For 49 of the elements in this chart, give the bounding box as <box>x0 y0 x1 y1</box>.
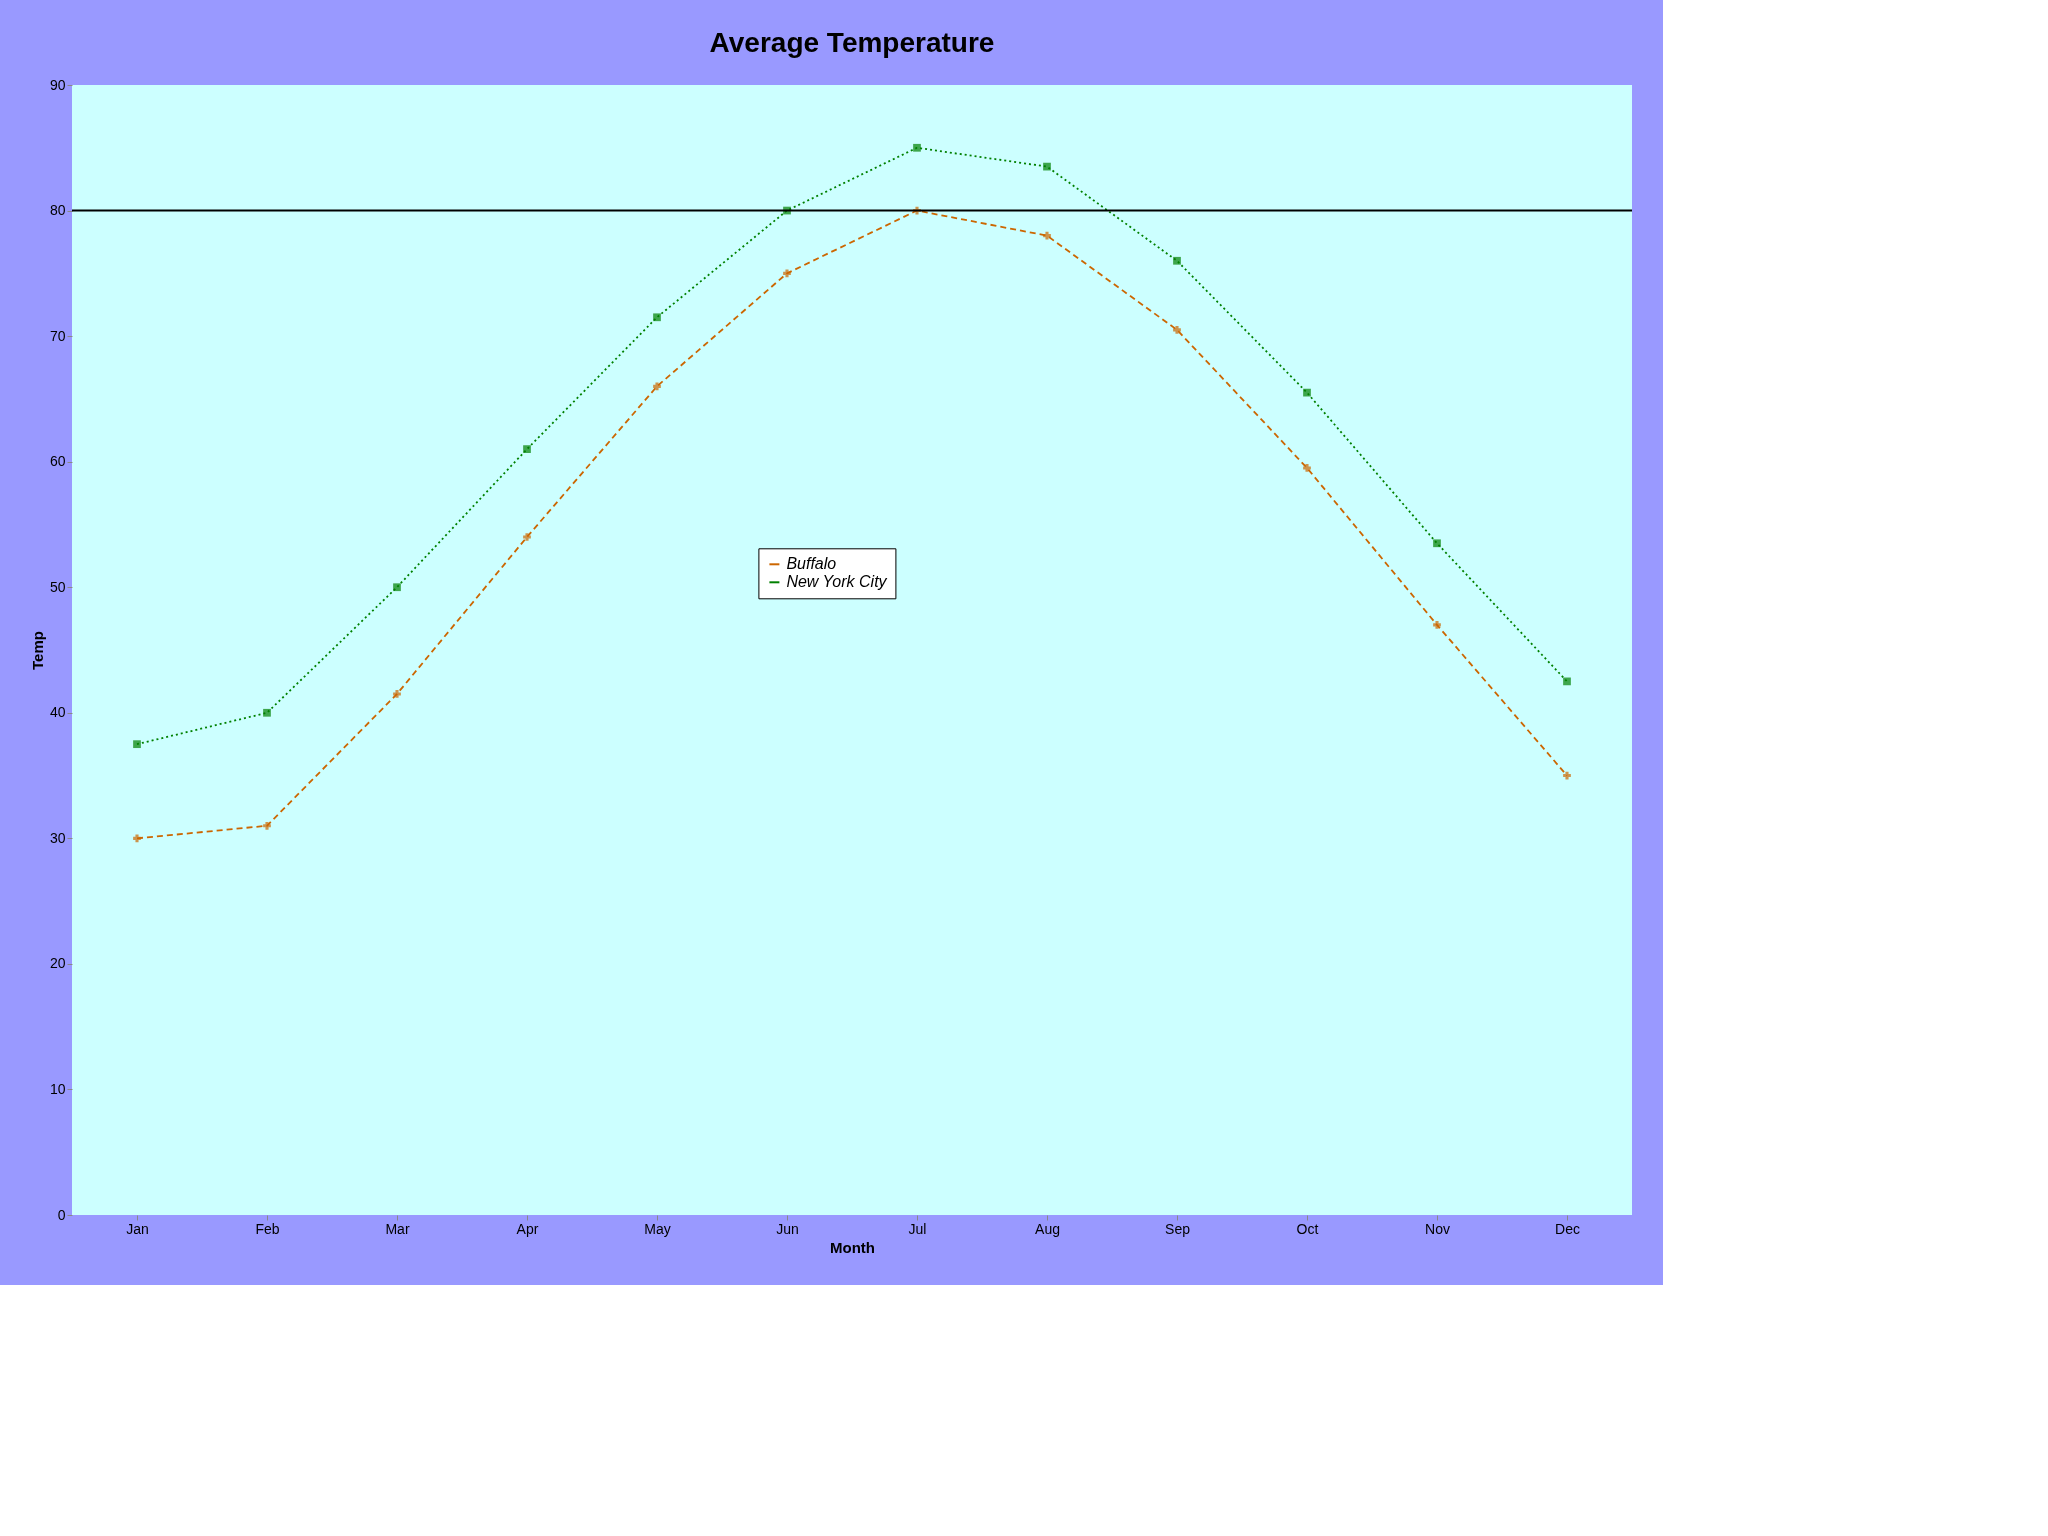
x-tick-label: May <box>644 1220 671 1237</box>
y-tick-label: 10 <box>49 1080 66 1097</box>
y-tick-label: 70 <box>49 327 66 344</box>
x-tick-label: Mar <box>385 1220 410 1237</box>
x-axis-title: Month <box>830 1238 875 1256</box>
chart-title: Average Temperature <box>709 27 995 58</box>
x-tick-label: Jan <box>126 1220 149 1237</box>
point <box>913 143 921 152</box>
y-tick-label: 60 <box>49 453 66 470</box>
y-axis-title: Temp <box>28 631 46 670</box>
point <box>393 690 401 698</box>
point <box>263 708 271 717</box>
point <box>393 583 401 592</box>
x-tick-label: Apr <box>516 1220 539 1237</box>
y-tick-label: 20 <box>49 955 66 972</box>
y-tick-label: 0 <box>57 1206 66 1223</box>
point <box>783 269 791 278</box>
x-tick-label: Jun <box>776 1220 799 1237</box>
x-tick-label: Nov <box>1425 1220 1450 1237</box>
y-tick-label: 50 <box>49 578 66 595</box>
point <box>1303 388 1311 397</box>
point <box>1043 231 1051 240</box>
x-tick-label: Oct <box>1296 1220 1319 1237</box>
point <box>1173 325 1181 334</box>
y-tick-label: 30 <box>49 829 66 846</box>
point <box>523 445 531 453</box>
point <box>1433 621 1441 629</box>
y-tick-label: 80 <box>49 202 66 219</box>
point <box>263 821 271 830</box>
point <box>133 834 141 843</box>
x-tick-label: Sep <box>1165 1220 1191 1237</box>
x-tick-label: Dec <box>1555 1220 1580 1237</box>
y-tick-label: 40 <box>49 704 66 721</box>
y-tick-label: 90 <box>49 76 66 93</box>
point <box>1173 256 1181 265</box>
point <box>1433 539 1441 548</box>
point <box>653 382 661 391</box>
legend-label: New York City <box>786 573 888 591</box>
point <box>133 740 141 749</box>
legend-label: Buffalo <box>786 555 837 573</box>
x-tick-label: Aug <box>1035 1220 1060 1237</box>
x-tick-label: Jul <box>908 1220 927 1237</box>
point <box>1303 464 1311 472</box>
point <box>523 533 531 541</box>
x-tick-label: Feb <box>255 1220 280 1237</box>
point <box>1043 162 1051 171</box>
point <box>653 313 661 322</box>
point <box>1563 677 1571 686</box>
point <box>1563 771 1571 780</box>
